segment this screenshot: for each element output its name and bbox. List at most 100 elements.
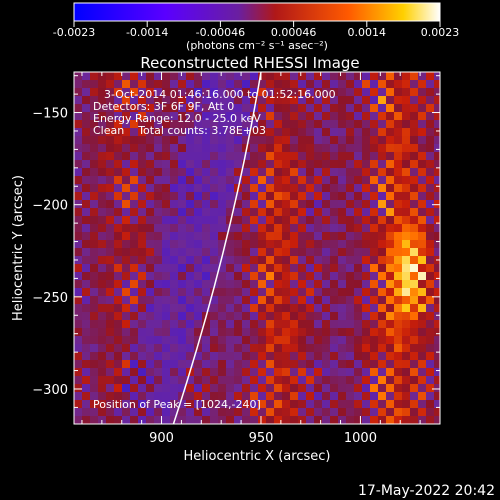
heatmap-cell [210,192,218,200]
heatmap-cell [170,96,178,104]
heatmap-cell [330,128,338,136]
heatmap-cell [378,328,386,336]
heatmap-cell [394,248,402,256]
heatmap-cell [386,256,394,264]
heatmap-cell [370,256,378,264]
heatmap-cell [330,312,338,320]
heatmap-cell [298,336,306,344]
heatmap-cell [162,224,170,232]
heatmap-cell [122,288,130,296]
heatmap-cell [370,352,378,360]
heatmap-cell [218,152,226,160]
heatmap-cell [314,160,322,168]
heatmap-cell [354,344,362,352]
heatmap-cell [402,160,410,168]
heatmap-cell [194,288,202,296]
heatmap-cell [378,88,386,96]
heatmap-cell [114,72,122,80]
heatmap-cell [210,384,218,392]
heatmap-cell [114,128,122,136]
heatmap-cell [138,368,146,376]
heatmap-cell [362,328,370,336]
heatmap-cell [354,360,362,368]
heatmap-cell [74,136,82,144]
heatmap-cell [306,384,314,392]
heatmap-cell [146,104,154,112]
heatmap-cell [402,376,410,384]
heatmap-cell [434,304,440,312]
heatmap-cell [122,168,130,176]
heatmap-cell [418,304,426,312]
heatmap-cell [202,88,210,96]
heatmap-cell [258,120,266,128]
heatmap-cell [290,88,298,96]
heatmap-cell [298,224,306,232]
heatmap-cell [354,280,362,288]
heatmap-cell [378,192,386,200]
heatmap-cell [354,112,362,120]
heatmap-cell [146,352,154,360]
heatmap-cell [426,304,434,312]
heatmap-cell [130,368,138,376]
heatmap-cell [226,256,234,264]
heatmap-cell [74,272,82,280]
heatmap-cell [426,400,434,408]
heatmap-cell [82,96,90,104]
heatmap-cell [154,144,162,152]
heatmap-cell [122,216,130,224]
heatmap-cell [402,248,410,256]
heatmap-cell [322,88,330,96]
heatmap-cell [338,120,346,128]
heatmap-cell [362,400,370,408]
heatmap-cell [274,344,282,352]
heatmap-cell [130,248,138,256]
heatmap-cell [298,400,306,408]
heatmap-cell [418,176,426,184]
heatmap-cell [114,416,122,424]
heatmap-cell [170,200,178,208]
heatmap-cell [338,376,346,384]
x-tick-label: 1000 [344,431,377,446]
heatmap-cell [74,120,82,128]
heatmap-cell [250,360,258,368]
heatmap-cell [266,392,274,400]
x-axis-label: Heliocentric X (arcsec) [184,449,331,464]
heatmap-cell [250,280,258,288]
heatmap-cell [354,80,362,88]
heatmap-cell [354,120,362,128]
heatmap-cell [106,144,114,152]
heatmap-cell [338,80,346,88]
heatmap-cell [154,264,162,272]
heatmap-cell [370,128,378,136]
heatmap-cell [378,288,386,296]
heatmap-cell [242,248,250,256]
heatmap-cell [82,152,90,160]
heatmap-cell [226,368,234,376]
heatmap-cell [186,96,194,104]
heatmap-cell [346,264,354,272]
heatmap-cell [330,272,338,280]
heatmap-cell [178,400,186,408]
heatmap-cell [130,304,138,312]
heatmap-cell [90,216,98,224]
heatmap-cell [394,96,402,104]
heatmap-cell [210,144,218,152]
heatmap-cell [330,320,338,328]
heatmap-cell [402,320,410,328]
heatmap-cell [354,216,362,224]
heatmap-cell [402,136,410,144]
heatmap-cell [386,224,394,232]
heatmap-cell [330,352,338,360]
heatmap-cell [290,280,298,288]
heatmap-cell [186,168,194,176]
heatmap-cell [122,96,130,104]
heatmap-cell [322,336,330,344]
heatmap-cell [90,144,98,152]
heatmap-cell [114,392,122,400]
heatmap-cell [266,88,274,96]
heatmap-cell [290,352,298,360]
heatmap-cell [138,168,146,176]
heatmap-cell [314,232,322,240]
heatmap-cell [194,80,202,88]
heatmap-cell [354,104,362,112]
